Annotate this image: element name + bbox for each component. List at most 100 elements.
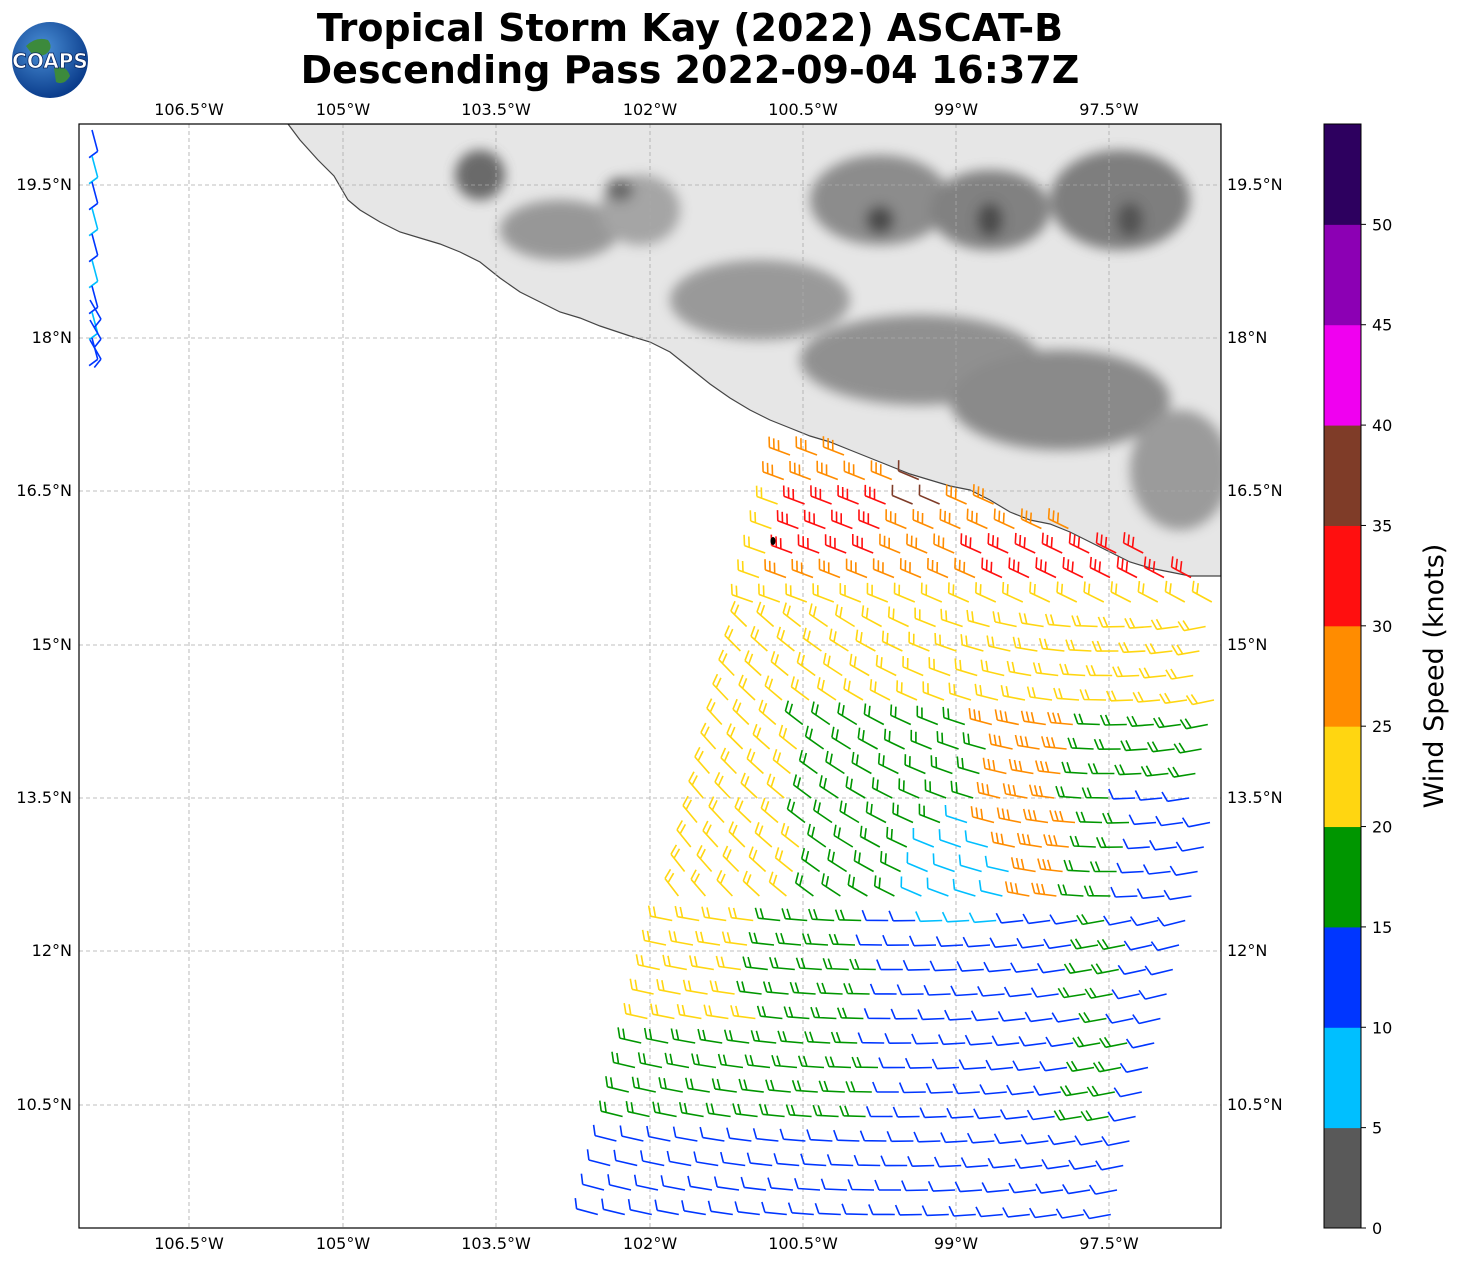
wind-barb bbox=[847, 1179, 875, 1191]
wind-barb bbox=[770, 651, 789, 677]
wind-barb bbox=[825, 750, 845, 775]
lat-tick-right: 18°N bbox=[1227, 328, 1267, 347]
wind-barb bbox=[851, 1056, 879, 1069]
wind-barb bbox=[1132, 691, 1161, 703]
wind-barb bbox=[897, 460, 920, 481]
wind-barb bbox=[836, 1007, 864, 1020]
wind-barb bbox=[870, 460, 893, 481]
colorbar-band bbox=[1324, 224, 1361, 326]
wind-barb bbox=[1134, 790, 1163, 801]
wind-barb bbox=[1022, 913, 1051, 925]
lat-tick-right: 15°N bbox=[1227, 635, 1267, 654]
wind-barb bbox=[993, 1133, 1022, 1145]
wind-barb bbox=[993, 508, 1015, 530]
wind-barb bbox=[887, 606, 909, 628]
wind-barb bbox=[872, 1081, 899, 1093]
colorbar-tick-label: 35 bbox=[1372, 516, 1392, 535]
wind-barb bbox=[1092, 1061, 1122, 1073]
colorbar-frame bbox=[1323, 123, 1362, 1229]
wind-barb bbox=[1004, 881, 1030, 897]
wind-barb bbox=[647, 905, 673, 922]
lon-tick-bottom: 102°W bbox=[623, 1234, 678, 1253]
wind-barb bbox=[756, 601, 775, 628]
wind-barb bbox=[818, 1080, 845, 1093]
wind-barb bbox=[1085, 665, 1113, 677]
colorbar bbox=[1324, 124, 1361, 1229]
wind-barb bbox=[880, 851, 901, 873]
wind-barb bbox=[798, 750, 818, 775]
wind-barb bbox=[605, 1076, 629, 1093]
wind-barb bbox=[847, 874, 868, 897]
wind-barb bbox=[940, 608, 963, 628]
wind-barb bbox=[1096, 938, 1126, 951]
wind-barb bbox=[855, 934, 883, 946]
wind-barb bbox=[1087, 763, 1115, 775]
wind-barb bbox=[879, 533, 901, 554]
wind-barb bbox=[88, 181, 99, 211]
wind-barb bbox=[1022, 808, 1049, 824]
wind-barb bbox=[986, 635, 1011, 652]
lon-tick-top: 105°W bbox=[316, 100, 371, 119]
wind-barb bbox=[930, 755, 953, 775]
colorbar-band bbox=[1324, 425, 1361, 526]
lat-ticks-left: 19.5°N 18°N 16.5°N 15°N 13.5°N 12°N 10.5… bbox=[16, 175, 72, 1114]
wind-barb bbox=[791, 1079, 818, 1093]
wind-barb bbox=[1080, 1110, 1109, 1122]
wind-barb bbox=[833, 824, 854, 848]
wind-barb bbox=[744, 1054, 771, 1069]
wind-barb bbox=[938, 829, 962, 848]
wind-barb bbox=[1036, 962, 1065, 974]
wind-barb bbox=[849, 653, 870, 677]
colorbar-band bbox=[1324, 726, 1361, 828]
lon-tick-bottom: 106.5°W bbox=[154, 1234, 224, 1253]
lat-tick-left: 16.5°N bbox=[16, 481, 72, 500]
wind-barb bbox=[742, 956, 768, 971]
wind-barb bbox=[1068, 532, 1090, 554]
wind-barb bbox=[939, 508, 961, 530]
wind-barb bbox=[904, 754, 926, 775]
wind-barb bbox=[1078, 1011, 1107, 1024]
wind-barb bbox=[1136, 888, 1165, 899]
colorbar-ticks: 0 5 10 15 20 25 30 35 40 45 50 bbox=[1361, 215, 1392, 1238]
wind-barb bbox=[641, 929, 667, 946]
wind-barb bbox=[888, 910, 916, 922]
wind-barb bbox=[1088, 1184, 1118, 1195]
wind-barb bbox=[1020, 1134, 1049, 1145]
wind-barb bbox=[681, 1200, 706, 1216]
wind-barb bbox=[1047, 508, 1069, 530]
wind-barb bbox=[627, 1198, 652, 1216]
wind-barb bbox=[682, 795, 698, 824]
chart-title-line2: Descending Pass 2022-09-04 16:37Z bbox=[300, 48, 1080, 92]
wind-barb bbox=[1124, 617, 1152, 629]
wind-barb bbox=[592, 1124, 617, 1142]
wind-barb bbox=[1090, 963, 1119, 975]
lat-tick-left: 15°N bbox=[32, 635, 72, 654]
wind-barb bbox=[1079, 689, 1107, 701]
wind-barb bbox=[886, 826, 908, 848]
wind-barb bbox=[910, 729, 932, 750]
wind-barb bbox=[941, 911, 970, 923]
colorbar-band bbox=[1324, 625, 1361, 727]
wind-barb bbox=[1185, 694, 1215, 706]
wind-barb bbox=[999, 1109, 1028, 1120]
wind-barb bbox=[1128, 814, 1157, 826]
wind-barb bbox=[988, 733, 1013, 750]
wind-barb bbox=[984, 855, 1009, 873]
wind-barb bbox=[748, 846, 767, 873]
wind-barb bbox=[773, 1153, 800, 1167]
wind-barb bbox=[1039, 1060, 1068, 1072]
wind-barb bbox=[768, 436, 791, 456]
wind-barb bbox=[769, 956, 795, 971]
wind-barb bbox=[841, 1203, 868, 1216]
colorbar-tick-label: 0 bbox=[1372, 1219, 1382, 1238]
wind-barb bbox=[996, 807, 1022, 824]
wind-barb bbox=[635, 954, 660, 971]
wind-barb bbox=[1150, 941, 1180, 952]
wind-barb bbox=[843, 983, 870, 995]
wind-barb bbox=[1035, 760, 1061, 775]
wind-barb bbox=[88, 155, 99, 185]
wind-barb bbox=[1083, 581, 1105, 603]
wind-barb bbox=[779, 1128, 806, 1142]
lon-tick-top: 99°W bbox=[934, 100, 978, 119]
wind-barb bbox=[611, 1051, 636, 1069]
